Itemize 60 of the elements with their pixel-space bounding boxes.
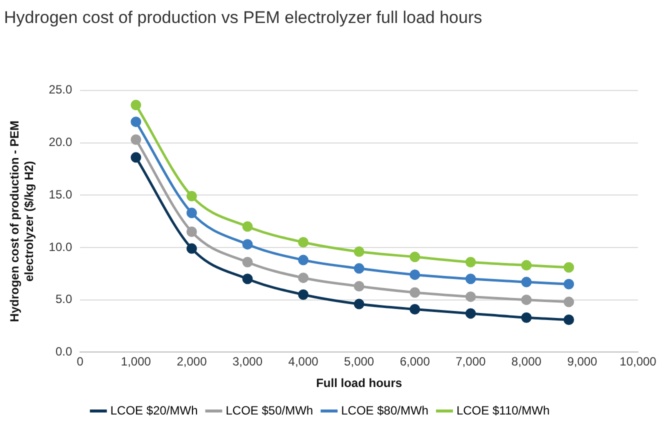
x-axis-title: Full load hours (316, 376, 402, 390)
legend-label: LCOE $50/MWh (226, 403, 314, 418)
legend-label: LCOE $20/MWh (110, 403, 198, 418)
y-tick-label: 25.0 (48, 82, 72, 97)
point (354, 280, 364, 292)
point (242, 239, 253, 250)
x-tick-label: 7,000 (456, 354, 486, 369)
point (465, 291, 476, 302)
point (521, 294, 532, 306)
point (410, 269, 420, 280)
legend-label: LCOE $110/MWh (456, 403, 550, 418)
legend-label: LCOE $80/MWh (341, 403, 428, 418)
chart-title: Hydrogen cost of production vs PEM electrolyzer full load hours (4, 8, 482, 27)
point (521, 312, 532, 323)
point (564, 278, 574, 290)
x-tick-label: 9,000 (567, 354, 598, 369)
point (186, 226, 197, 238)
point (298, 272, 309, 284)
x-tick-label: 0 (76, 354, 84, 369)
x-tick-label: 1,000 (120, 354, 152, 369)
point (465, 274, 476, 284)
point (521, 276, 532, 288)
x-tick-label: 2,000 (176, 354, 208, 369)
x-tick-label: 10,000 (620, 354, 657, 369)
x-tick-label: 5,000 (344, 354, 374, 369)
point (410, 287, 420, 298)
point (242, 256, 253, 268)
y-tick-label: 5.0 (55, 292, 72, 306)
y-tick-label: 20.0 (48, 135, 72, 150)
x-tick-label: 3,000 (232, 354, 263, 369)
point (242, 274, 253, 284)
y-tick-label: 0.0 (55, 344, 72, 359)
x-tick-label: 4,000 (288, 354, 319, 369)
point (130, 100, 142, 110)
point (186, 190, 197, 202)
x-tick-label: 8,000 (511, 354, 542, 369)
point (298, 254, 309, 266)
point (298, 236, 309, 248)
x-tick-label: 6,000 (400, 354, 430, 369)
point (410, 252, 420, 262)
point (242, 221, 253, 232)
point (186, 243, 197, 254)
point (564, 314, 574, 325)
point (564, 262, 574, 273)
point (354, 298, 364, 310)
y-tick-label: 15.0 (48, 187, 72, 202)
point (465, 308, 476, 319)
point (354, 246, 364, 257)
point (130, 116, 142, 128)
y-axis-title: Hydrogen cost of production - PEM electrolyzer ($/kg H2) (8, 120, 36, 322)
point (354, 263, 364, 274)
y-tick-label: 10.0 (48, 240, 72, 254)
point (465, 256, 476, 268)
point (130, 134, 142, 145)
point (186, 208, 197, 218)
point (130, 152, 142, 163)
point (298, 289, 309, 300)
point (410, 304, 420, 315)
point (564, 296, 574, 308)
point (521, 260, 532, 271)
